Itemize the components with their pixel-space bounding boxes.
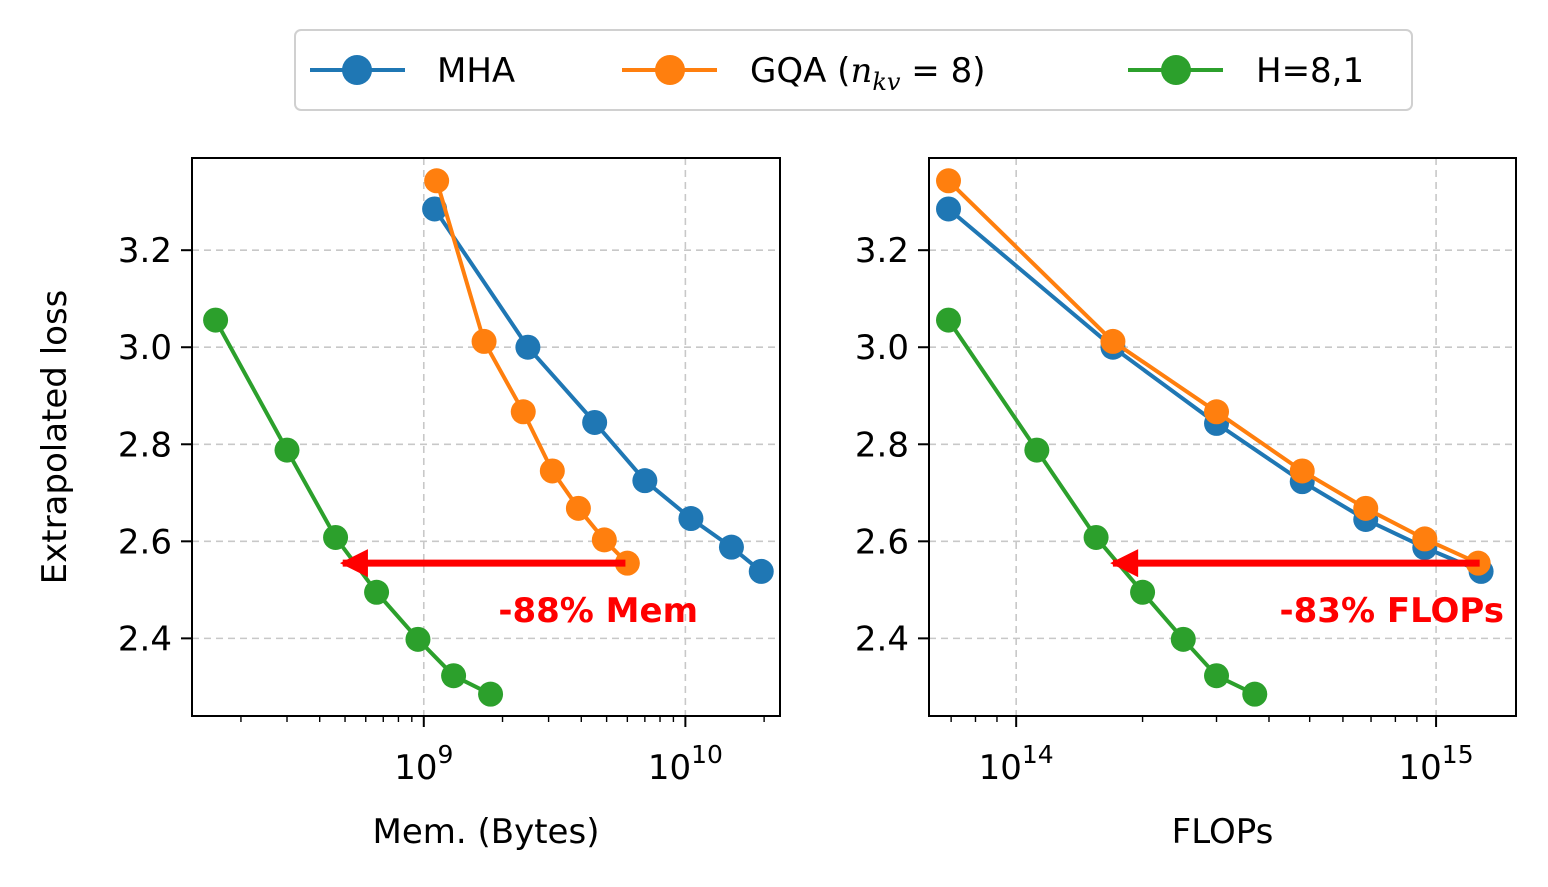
tick-label-x-base-mem-1: 10: [648, 748, 691, 788]
data-point-mha-mem-4: [678, 506, 704, 532]
tick-label-x-exp-mem-1: 10: [691, 740, 723, 769]
legend-label-h81: H=8,1: [1256, 51, 1364, 91]
axes-frame-mem: [191, 157, 781, 717]
data-point-h81-mem-1: [274, 437, 300, 463]
tick-label-y-flops-1: 2.6: [855, 522, 909, 562]
data-point-gqa-flops-5: [1412, 526, 1438, 552]
data-point-gqa-mem-5: [591, 527, 617, 553]
tick-label-x-flops-1: 1015: [1399, 740, 1474, 788]
data-point-mha-mem-5: [718, 534, 744, 560]
tick-label-x-exp-mem-0: 9: [437, 740, 453, 769]
reduction-annotation-flops: -83% FLOPs: [1280, 591, 1504, 631]
legend-marker-h81: [1161, 55, 1191, 85]
data-point-mha-mem-0: [422, 196, 448, 222]
data-point-h81-flops-6: [1242, 681, 1268, 707]
data-point-h81-mem-5: [441, 663, 467, 689]
tick-label-x-mem-1: 1010: [648, 740, 723, 788]
data-point-h81-mem-4: [405, 626, 431, 652]
data-point-gqa-mem-3: [539, 458, 565, 484]
tick-label-x-mem-0: 109: [394, 740, 453, 788]
series-line-mha-flops: [947, 207, 1482, 574]
series-line-gqa-flops: [947, 179, 1480, 566]
y-axis-label-mem: Extrapolated loss: [35, 290, 75, 585]
legend-label-gqa-tail: = 8): [900, 51, 985, 91]
tick-label-y-flops-2: 2.8: [855, 425, 909, 465]
data-point-gqa-flops-0: [936, 168, 962, 194]
data-point-h81-mem-2: [323, 524, 349, 550]
x-axis-label-flops: FLOPs: [1172, 812, 1274, 852]
legend-marker-mha: [342, 55, 372, 85]
tick-label-y-mem-3: 3.0: [118, 328, 172, 368]
legend-marker-gqa: [655, 55, 685, 85]
data-point-h81-mem-0: [203, 307, 229, 333]
tick-label-y-mem-0: 2.4: [118, 619, 172, 659]
data-point-h81-flops-2: [1083, 524, 1109, 550]
tick-label-y-flops-4: 3.2: [855, 231, 909, 271]
data-point-h81-mem-3: [364, 579, 390, 605]
series-line-gqa-mem: [434, 180, 629, 565]
data-point-gqa-mem-6: [614, 550, 640, 576]
legend: MHA GQA (nkv = 8) H=8,1: [294, 29, 1413, 111]
data-point-gqa-mem-4: [565, 495, 591, 521]
data-point-gqa-flops-3: [1289, 458, 1315, 484]
data-point-h81-flops-4: [1170, 626, 1196, 652]
legend-entry-h81: H=8,1: [1128, 51, 1364, 91]
legend-label-gqa: GQA (nkv = 8): [750, 51, 985, 96]
tick-label-x-exp-flops-0: 14: [1022, 740, 1054, 769]
data-point-h81-mem-6: [478, 681, 504, 707]
legend-entry-mha: MHA: [310, 51, 515, 91]
data-point-mha-mem-6: [748, 558, 774, 584]
reduction-annotation-mem: -88% Mem: [498, 591, 698, 631]
legend-label-gqa-prefix: GQA (: [750, 51, 850, 91]
data-point-gqa-flops-4: [1353, 495, 1379, 521]
tick-label-x-base-flops-0: 10: [979, 748, 1022, 788]
tick-label-x-base-flops-1: 10: [1399, 748, 1442, 788]
tick-label-y-mem-1: 2.6: [118, 522, 172, 562]
legend-entry-gqa: GQA (nkv = 8): [622, 51, 985, 96]
legend-label-gqa-sub: kv: [872, 68, 901, 96]
data-point-gqa-mem-0: [424, 168, 450, 194]
series-line-mha-mem: [432, 207, 763, 573]
data-point-gqa-flops-2: [1204, 399, 1230, 425]
legend-label-gqa-math: n: [850, 51, 872, 91]
data-point-mha-mem-2: [582, 409, 608, 435]
x-axis-label-mem: Mem. (Bytes): [373, 812, 600, 852]
tick-label-y-flops-3: 3.0: [855, 328, 909, 368]
data-point-gqa-mem-2: [510, 399, 536, 425]
tick-label-y-flops-0: 2.4: [855, 619, 909, 659]
axes-frame-flops: [928, 157, 1517, 717]
tick-label-y-mem-4: 3.2: [118, 231, 172, 271]
tick-label-x-exp-flops-1: 15: [1442, 740, 1474, 769]
data-point-gqa-flops-1: [1100, 328, 1126, 354]
data-point-h81-flops-5: [1204, 663, 1230, 689]
data-point-h81-flops-3: [1130, 579, 1156, 605]
data-point-gqa-mem-1: [471, 328, 497, 354]
data-point-mha-mem-1: [515, 334, 541, 360]
data-point-h81-flops-1: [1024, 437, 1050, 463]
legend-frame: [294, 29, 1413, 111]
tick-label-x-flops-0: 1014: [979, 740, 1054, 788]
data-point-h81-flops-0: [936, 307, 962, 333]
tick-label-x-base-mem-0: 10: [394, 748, 437, 788]
data-point-mha-mem-3: [632, 468, 658, 494]
data-point-mha-flops-0: [936, 196, 962, 222]
legend-label-mha: MHA: [437, 51, 515, 91]
tick-label-y-mem-2: 2.8: [118, 425, 172, 465]
